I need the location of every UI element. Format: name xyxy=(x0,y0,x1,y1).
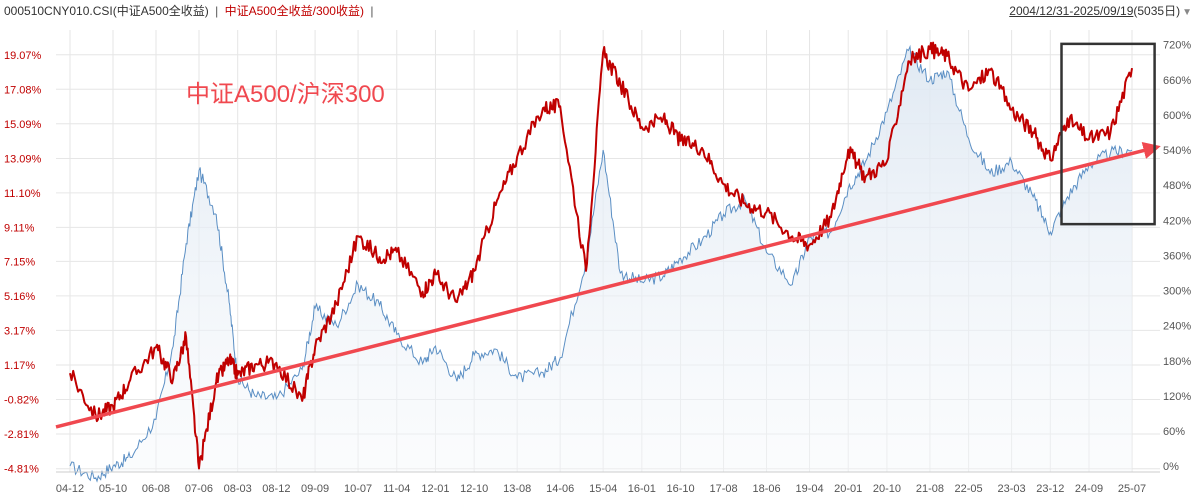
y-left-tick-label: 13.09% xyxy=(4,153,42,165)
x-tick-label: 05-10 xyxy=(99,483,127,495)
date-range-selector[interactable]: 2004/12/31-2025/09/19(5035日) ▼ xyxy=(1009,0,1192,24)
y-right-tick-label: 540% xyxy=(1163,145,1191,157)
trend-arrow-group xyxy=(55,141,1161,429)
y-right-tick-label: 120% xyxy=(1163,391,1191,403)
x-tick-label: 16-01 xyxy=(628,483,656,495)
chart-annotation: 中证A500/沪深300 xyxy=(186,81,385,108)
axes: 19.07% 17.08% 15.09% 13.09% 11.10% 9.11% 7.15%… xyxy=(4,40,1191,495)
x-tick-label: 20-10 xyxy=(873,483,901,495)
highlight-box xyxy=(1060,42,1156,226)
y-right-tick-label: 0% xyxy=(1163,461,1179,473)
y-right-tick-label: 240% xyxy=(1163,321,1191,333)
x-tick-label: 21-08 xyxy=(916,483,944,495)
x-tick-label: 08-12 xyxy=(262,483,290,495)
x-tick-label: 10-07 xyxy=(344,483,372,495)
y-left-tick-label: -0.82% xyxy=(4,395,39,407)
triangle-down-icon[interactable]: ▼ xyxy=(1182,7,1192,18)
index-area xyxy=(70,46,1132,482)
x-tick-label: 12-01 xyxy=(421,483,449,495)
y-left-tick-label: -2.81% xyxy=(4,429,39,441)
y-right-tick-label: 300% xyxy=(1163,286,1191,298)
ratio-series xyxy=(69,41,1133,470)
x-tick-label: 15-04 xyxy=(589,483,617,495)
index-area-fill xyxy=(70,46,1132,482)
y-left-tick-label: 19.07% xyxy=(4,50,42,62)
y-right-tick-label: 600% xyxy=(1163,110,1191,122)
chart-header: 000510CNY010.CSI(中证A500全收益) | 中证A500全收益/… xyxy=(0,0,1200,22)
legend-separator: | xyxy=(215,4,219,18)
legend-series-ratio[interactable]: 中证A500全收益/300收益) xyxy=(224,4,364,18)
y-left-tick-label: -4.81% xyxy=(4,464,39,476)
y-left-tick-label: 3.17% xyxy=(4,325,35,337)
x-tick-label: 23-12 xyxy=(1036,483,1064,495)
y-left-tick-label: 7.15% xyxy=(4,256,35,268)
x-tick-label: 23-03 xyxy=(998,483,1026,495)
x-tick-label: 16-10 xyxy=(666,483,694,495)
y-left-tick-label: 17.08% xyxy=(4,84,42,96)
x-tick-label: 13-08 xyxy=(503,483,531,495)
x-tick-label: 07-06 xyxy=(185,483,213,495)
x-tick-label: 06-08 xyxy=(142,483,170,495)
x-tick-label: 12-10 xyxy=(460,483,488,495)
series-legend: 000510CNY010.CSI(中证A500全收益) | 中证A500全收益/… xyxy=(4,0,376,22)
y-right-tick-label: 360% xyxy=(1163,250,1191,262)
y-left-tick-label: 11.10% xyxy=(4,188,41,200)
y-left-tick-label: 5.16% xyxy=(4,291,35,303)
x-tick-label: 04-12 xyxy=(56,483,84,495)
y-right-tick-label: 420% xyxy=(1163,215,1191,227)
y-right-tick-label: 180% xyxy=(1163,356,1191,368)
y-right-tick-label: 60% xyxy=(1163,426,1185,438)
y-left-tick-label: 15.09% xyxy=(4,119,42,131)
y-left-tick-label: 1.17% xyxy=(4,360,35,372)
legend-separator: | xyxy=(370,4,374,18)
ratio-series-line xyxy=(69,41,1133,470)
x-tick-label: 08-03 xyxy=(224,483,252,495)
legend-series-index[interactable]: 000510CNY010.CSI(中证A500全收益) xyxy=(4,4,209,18)
x-tick-label: 19-04 xyxy=(795,483,823,495)
x-tick-label: 18-06 xyxy=(752,483,780,495)
day-count-text: (5035日) xyxy=(1133,4,1181,18)
x-tick-label: 17-08 xyxy=(709,483,737,495)
x-tick-label: 20-01 xyxy=(834,483,862,495)
y-left-tick-label: 9.11% xyxy=(4,222,35,234)
x-tick-label: 22-05 xyxy=(955,483,983,495)
y-right-tick-label: 660% xyxy=(1163,75,1191,87)
x-tick-label: 14-06 xyxy=(546,483,574,495)
y-right-tick-label: 720% xyxy=(1163,40,1191,52)
x-tick-label: 09-09 xyxy=(301,483,329,495)
trend-arrow xyxy=(55,141,1161,429)
x-tick-label: 24-09 xyxy=(1075,483,1103,495)
x-tick-label: 25-07 xyxy=(1118,483,1146,495)
date-range-text[interactable]: 2004/12/31-2025/09/19 xyxy=(1009,4,1134,18)
highlight-box-group xyxy=(1060,42,1156,226)
x-tick-label: 11-04 xyxy=(383,483,410,495)
y-right-tick-label: 480% xyxy=(1163,180,1191,192)
